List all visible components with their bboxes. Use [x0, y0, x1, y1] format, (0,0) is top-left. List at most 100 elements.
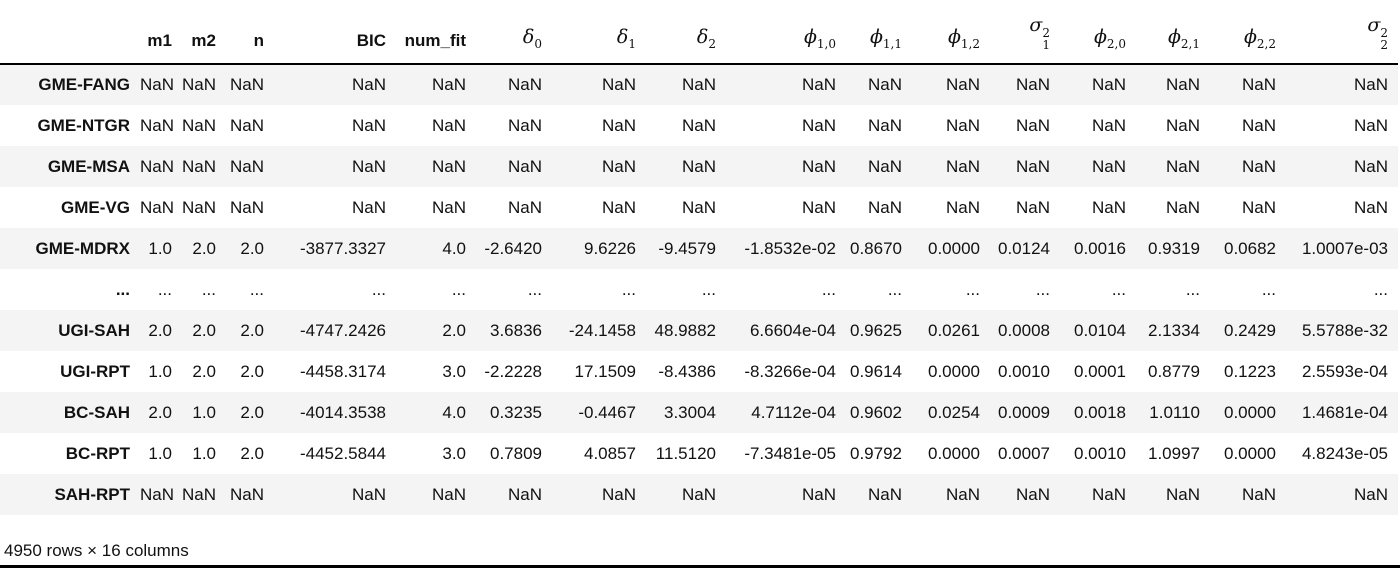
table-cell: -2.2228: [484, 361, 542, 381]
table-cell: NaN: [945, 484, 980, 504]
table-cell: NaN: [867, 156, 902, 176]
table-cell: NaN: [945, 156, 980, 176]
table-cell: NaN: [140, 115, 175, 135]
table-cell: NaN: [867, 115, 902, 135]
table-cell: ...: [965, 279, 980, 299]
table-cell: 1.0: [192, 443, 216, 463]
table-cell: 0.9625: [850, 320, 902, 340]
table-cell: -4014.3538: [299, 402, 386, 422]
table-cell: NaN: [351, 75, 386, 94]
table-cell: 0.7809: [490, 443, 542, 463]
table-cell: ...: [201, 279, 216, 299]
table-cell: 1.0: [148, 443, 172, 463]
dataframe-table: m1 m2 n BIC num_fit δ0 δ1 δ2 ϕ1,0 ϕ1,1 ϕ1,2 σ 2 1 ϕ2,0…: [0, 0, 1398, 515]
table-cell: NaN: [1353, 484, 1388, 504]
table-cell: -4452.5844: [299, 443, 386, 463]
dataframe-header: m1 m2 n BIC num_fit δ0 δ1 δ2 ϕ1,0 ϕ1,1 ϕ1,2 σ 2 1 ϕ2,0…: [0, 0, 1398, 65]
table-cell: NaN: [431, 197, 466, 217]
column-header-3: BIC: [274, 0, 396, 65]
table-cell: NaN: [431, 156, 466, 176]
table-cell: -3877.3327: [299, 238, 386, 258]
table-cell: 0.0000: [1224, 402, 1276, 422]
table-cell: 0.1223: [1224, 361, 1276, 381]
table-cell: NaN: [1165, 484, 1200, 504]
table-cell: 1.0110: [1149, 402, 1200, 422]
table-cell: 1.0: [192, 402, 216, 422]
column-header-14: ϕ2,2: [1210, 0, 1286, 65]
table-cell: NaN: [1353, 115, 1388, 135]
row-index-label: SAH-RPT: [54, 484, 130, 504]
row-index-label: ...: [115, 279, 130, 299]
table-cell: NaN: [229, 115, 264, 135]
table-cell: 0.9319: [1148, 238, 1200, 258]
table-cell: ...: [157, 279, 172, 299]
table-cell: 1.0997: [1148, 443, 1200, 463]
table-cell: 6.6604e-04: [749, 320, 836, 340]
table-cell: 1.0: [148, 238, 172, 258]
column-header-10: ϕ1,2: [912, 0, 990, 65]
table-cell: NaN: [1015, 484, 1050, 504]
table-cell: 0.0254: [928, 402, 980, 422]
table-row--: ........................................…: [0, 269, 1398, 310]
table-cell: 3.3004: [664, 402, 716, 422]
table-cell: 0.0104: [1074, 320, 1126, 340]
table-cell: -8.3266e-04: [744, 361, 836, 381]
table-cell: NaN: [681, 75, 716, 94]
table-cell: NaN: [431, 75, 466, 94]
table-cell: 2.0: [442, 320, 466, 340]
table-cell: ...: [451, 279, 466, 299]
table-cell: NaN: [351, 115, 386, 135]
table-cell: NaN: [140, 197, 175, 217]
row-index-label: BC-SAH: [63, 402, 130, 422]
table-cell: ...: [701, 279, 716, 299]
table-row-gme-mdrx: GME-MDRX 1.0 2.0 2.0 -3877.3327 4.0 -2.6420 9.6…: [0, 228, 1398, 269]
table-cell: ...: [821, 279, 836, 299]
table-cell: 9.6226: [584, 238, 636, 258]
table-cell: ...: [1261, 279, 1276, 299]
table-cell: NaN: [601, 75, 636, 94]
table-cell: 2.0: [240, 320, 264, 340]
table-cell: NaN: [1091, 197, 1126, 217]
column-header-13: ϕ2,1: [1136, 0, 1210, 65]
table-cell: 2.0: [148, 402, 172, 422]
table-cell: NaN: [507, 115, 542, 135]
table-cell: NaN: [140, 484, 175, 504]
table-cell: NaN: [182, 484, 217, 504]
column-header-6: δ1: [552, 0, 646, 65]
table-cell: 0.0000: [928, 443, 980, 463]
table-cell: 4.0857: [584, 443, 636, 463]
table-cell: 0.2429: [1224, 320, 1276, 340]
table-cell: NaN: [801, 75, 836, 94]
table-cell: ...: [1373, 279, 1388, 299]
table-cell: 2.0: [240, 443, 264, 463]
table-cell: 0.0009: [998, 402, 1050, 422]
table-cell: -24.1458: [568, 320, 636, 340]
table-cell: 3.0: [442, 443, 466, 463]
table-cell: NaN: [351, 484, 386, 504]
table-cell: 5.5788e-32: [1301, 320, 1388, 340]
table-cell: 2.0: [240, 361, 264, 381]
table-cell: NaN: [182, 75, 217, 94]
table-cell: 0.8670: [850, 238, 902, 258]
table-cell: NaN: [1165, 197, 1200, 217]
table-row-ugi-sah: UGI-SAH 2.0 2.0 2.0 -4747.2426 2.0 3.6836 -24.1…: [0, 310, 1398, 351]
table-cell: NaN: [1353, 75, 1388, 94]
table-cell: 4.7112e-04: [751, 402, 836, 422]
row-index-label: GME-VG: [61, 197, 130, 217]
table-cell: ...: [371, 279, 386, 299]
table-cell: 4.8243e-05: [1301, 443, 1388, 463]
table-cell: NaN: [681, 197, 716, 217]
table-cell: NaN: [431, 115, 466, 135]
row-count-note: 4950 rows × 16 columns: [4, 541, 189, 560]
table-cell: NaN: [945, 115, 980, 135]
table-cell: 4.0: [442, 238, 466, 258]
table-cell: 0.9614: [850, 361, 902, 381]
table-cell: NaN: [1241, 75, 1276, 94]
table-cell: ...: [527, 279, 542, 299]
table-cell: NaN: [681, 115, 716, 135]
table-cell: 17.1509: [574, 361, 636, 381]
table-cell: -0.4467: [578, 402, 636, 422]
table-cell: 48.9882: [654, 320, 716, 340]
table-cell: NaN: [1015, 75, 1050, 94]
table-cell: 2.0: [192, 320, 216, 340]
